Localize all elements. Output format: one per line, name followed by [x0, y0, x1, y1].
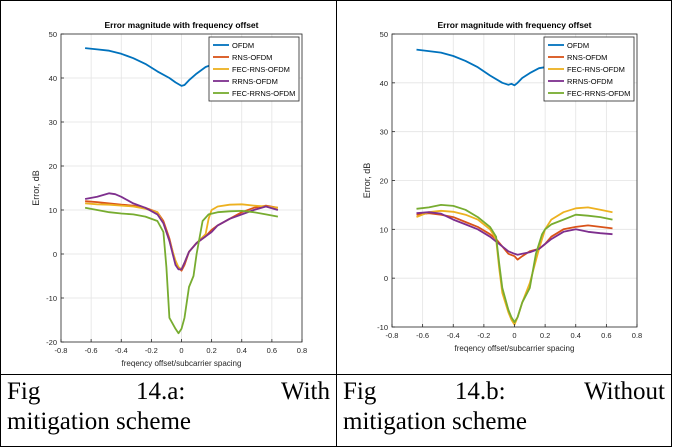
y-tick-label: 30: [380, 128, 388, 137]
y-tick-label: -10: [46, 294, 57, 303]
caption-word: With: [281, 378, 330, 405]
x-tick-label: -0.2: [477, 331, 490, 340]
y-tick-label: 30: [49, 118, 57, 127]
x-axis-label: freqency offset/subcarrier spacing: [455, 344, 575, 353]
series-line: [416, 212, 613, 261]
y-tick-label: 0: [53, 250, 57, 259]
legend-label: RRNS-OFDM: [232, 77, 278, 86]
x-tick-label: 0: [512, 331, 516, 340]
legend-label: FEC-RRNS-OFDM: [232, 89, 295, 98]
caption-line: mitigation scheme: [343, 408, 527, 435]
series-line: [84, 192, 279, 271]
x-tick-label: 0: [179, 346, 183, 355]
y-axis-label: Error, dB: [31, 170, 41, 206]
series-line: [416, 211, 613, 256]
x-tick-label: -0.2: [145, 346, 158, 355]
y-tick-label: 10: [49, 206, 57, 215]
chart-b: -0.8 -0.6 -0.4 -0.2 0 0.2 0.4 0.6 0.8 -10 0 10 20 30 4…: [362, 20, 642, 353]
x-tick-label: 0.4: [571, 331, 581, 340]
y-axis-label: Error, dB: [362, 163, 372, 199]
series-line: [416, 206, 613, 326]
x-tick-label: 0.6: [267, 346, 277, 355]
caption-word: Fig: [343, 378, 377, 405]
legend-label: RNS-OFDM: [567, 53, 607, 62]
y-tick-label: -20: [46, 338, 57, 347]
x-tick-label: -0.8: [55, 346, 68, 355]
caption-line: mitigation scheme: [7, 408, 191, 435]
caption-a: Fig 14.a: With mitigation scheme: [0, 374, 337, 447]
y-tick-label: 20: [49, 162, 57, 171]
y-tick-label: 0: [384, 274, 388, 283]
legend-label: RNS-OFDM: [232, 53, 272, 62]
chart-cell-b: -0.8 -0.6 -0.4 -0.2 0 0.2 0.4 0.6 0.8 -10 0 10 20 30 4…: [336, 0, 672, 375]
x-tick-label: -0.8: [386, 331, 399, 340]
legend-label: FEC-RRNS-OFDM: [567, 89, 630, 98]
caption-word: Without: [584, 378, 665, 405]
legend-label: OFDM: [232, 41, 254, 50]
legend-label: RRNS-OFDM: [567, 77, 613, 86]
x-tick-label: 0.8: [297, 346, 307, 355]
x-axis-label: freqency offset/subcarrier spacing: [122, 359, 242, 368]
chart-cell-a: -0.8 -0.6 -0.4 -0.2 0 0.2 0.4 0.6 0.8 -20 -10 0 10 20…: [0, 0, 337, 375]
y-tick-label: 40: [49, 74, 57, 83]
chart-a: -0.8 -0.6 -0.4 -0.2 0 0.2 0.4 0.6 0.8 -20 -10 0 10 20…: [31, 20, 307, 368]
legend-label: FEC-RNS-OFDM: [232, 65, 290, 74]
series-line: [416, 203, 613, 324]
caption-word: Fig: [7, 378, 41, 405]
y-tick-label: -10: [377, 323, 388, 332]
x-tick-label: -0.4: [115, 346, 128, 355]
legend-label: FEC-RNS-OFDM: [567, 65, 625, 74]
y-tick-label: 50: [49, 30, 57, 39]
legend-label: OFDM: [567, 41, 589, 50]
x-tick-label: 0.4: [237, 346, 247, 355]
caption-b: Fig 14.b: Without mitigation scheme: [336, 374, 672, 447]
y-tick-label: 40: [380, 79, 388, 88]
series-line: [84, 206, 279, 335]
x-tick-label: -0.6: [85, 346, 98, 355]
x-tick-label: 0.2: [540, 331, 550, 340]
caption-word: 14.a:: [136, 378, 186, 405]
y-tick-label: 20: [380, 177, 388, 186]
x-tick-label: 0.8: [632, 331, 642, 340]
y-tick-label: 50: [380, 30, 388, 39]
x-tick-label: 0.2: [206, 346, 216, 355]
series-line: [416, 48, 546, 87]
series-line: [85, 47, 212, 87]
y-tick-label: 10: [380, 225, 388, 234]
chart-title: Error magnitude with frequency offset: [105, 20, 259, 30]
x-tick-label: -0.4: [447, 331, 460, 340]
x-tick-label: -0.6: [416, 331, 429, 340]
caption-word: 14.b:: [454, 378, 506, 405]
x-tick-label: 0.6: [601, 331, 611, 340]
chart-title: Error magnitude with frequency offset: [438, 20, 592, 30]
